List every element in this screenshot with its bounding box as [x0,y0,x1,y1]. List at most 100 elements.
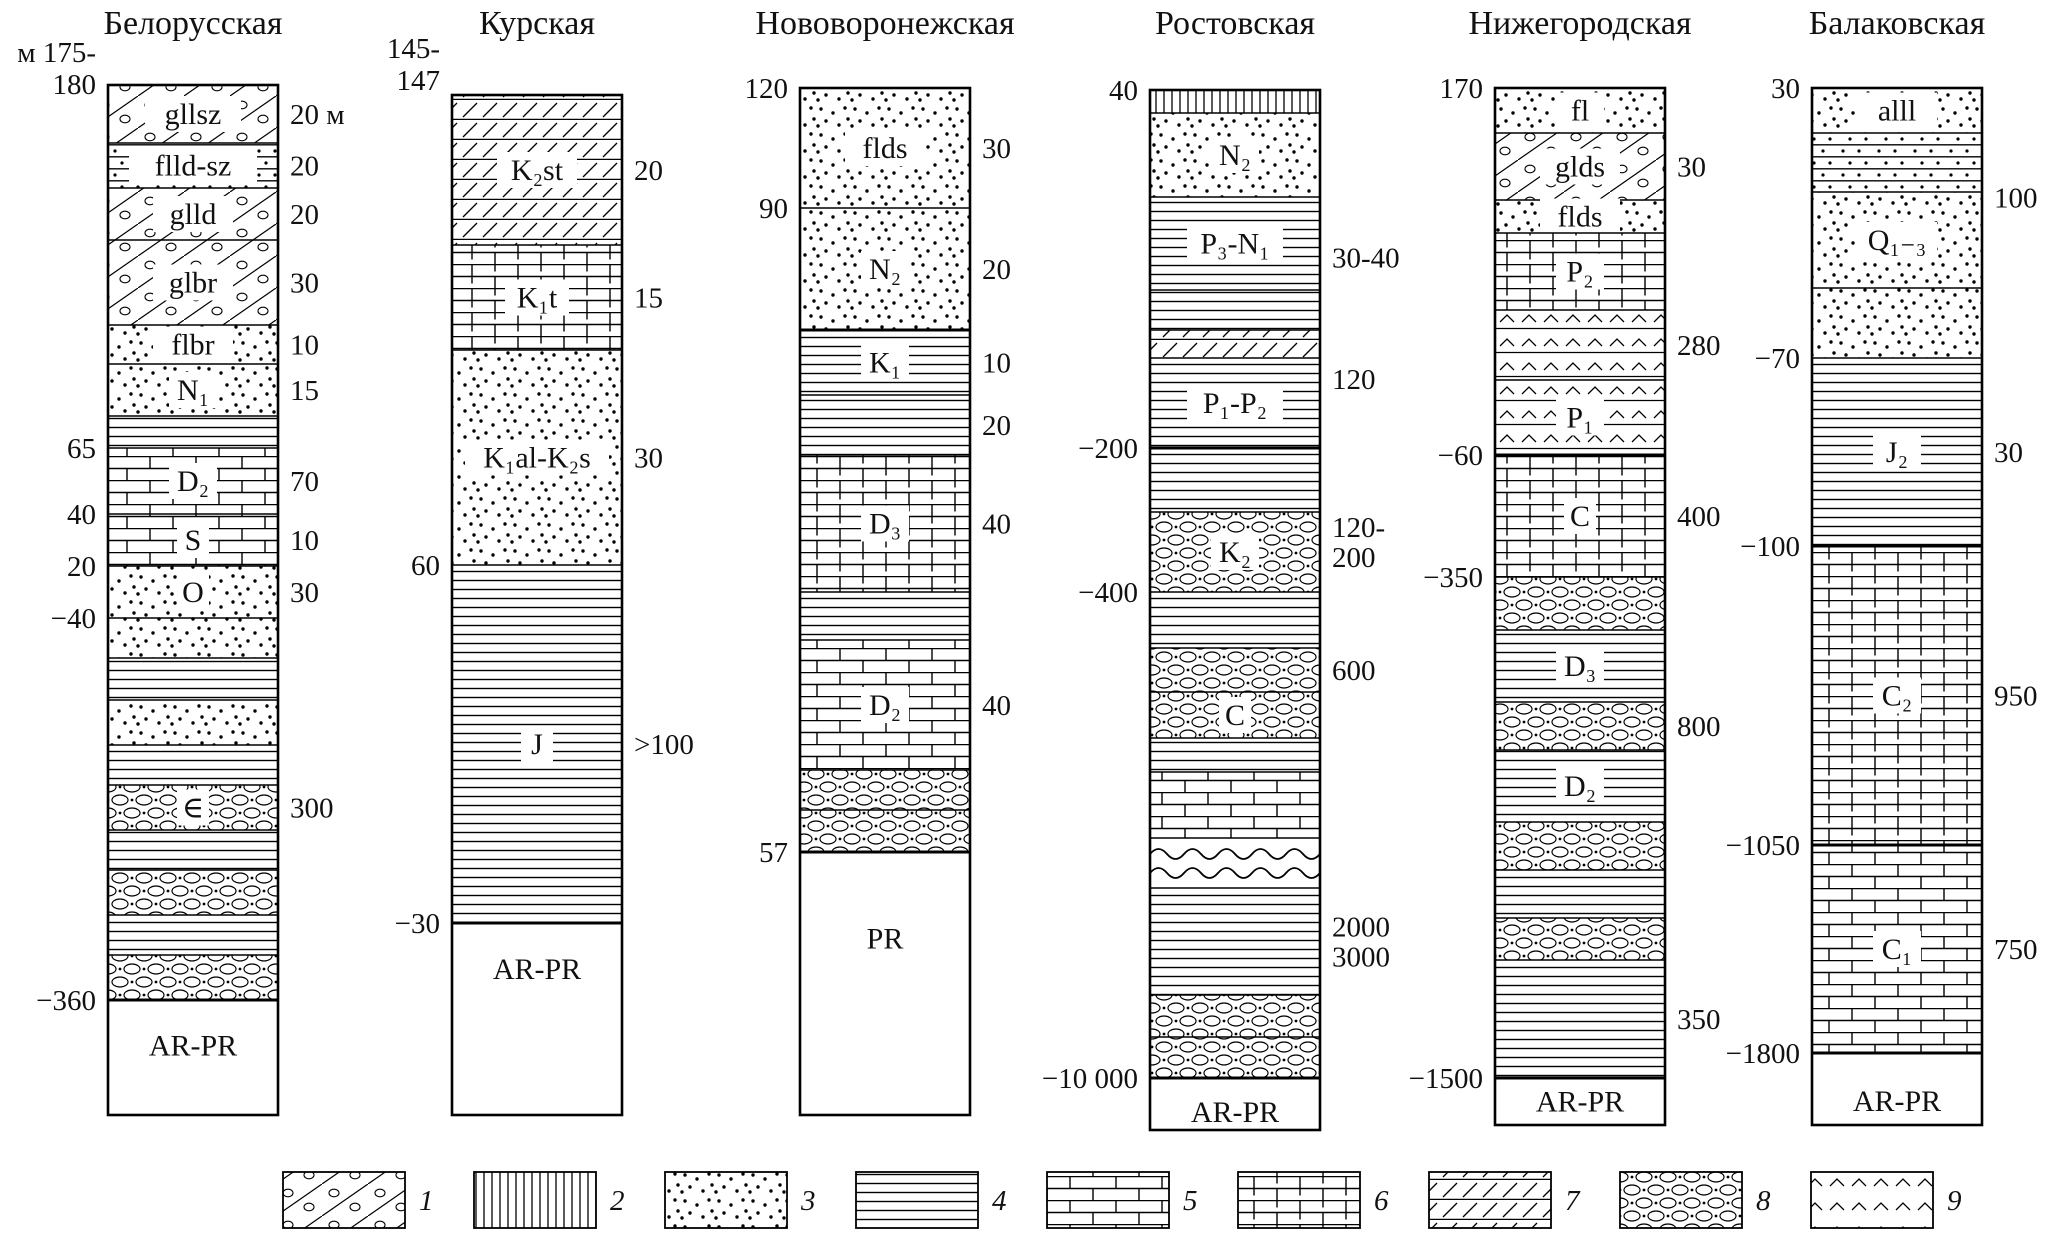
stratum-label: P₂ [1566,256,1593,289]
thickness-label: 350 [1677,1004,1721,1036]
legend-swatch-volcanic [1810,1171,1934,1229]
stratum-label: S [185,524,202,557]
legend-swatch-glacial-loam [282,1171,406,1229]
layer-fill-hlines [108,658,278,700]
label-backing [1564,498,1596,534]
thickness-label: 15 [634,283,663,315]
layer-fill-hlines [1150,888,1320,995]
layer-fill-congl [800,770,970,810]
thickness-label: 40 [982,690,1011,722]
legend-swatch-marl-chalk [1428,1171,1552,1229]
elevation-mark: −360 [36,985,96,1017]
column-title: Балаковская [1809,5,1986,42]
wavy-unconformity-line [1149,867,1321,879]
thickness-label: 15 [290,375,319,407]
layer-fill-congl [1495,702,1665,750]
legend-number: 3 [800,1185,816,1217]
thickness-label: 20 [982,254,1011,286]
legend-swatch-conglomerate [1619,1171,1743,1229]
column-outline [1810,86,1984,1127]
thickness-label: 600 [1332,655,1376,687]
elevation-mark: −60 [1438,440,1483,472]
thickness-label: 30 [290,268,319,300]
layer-fill-dots-lines [1812,133,1982,192]
elevation-mark: −1500 [1409,1063,1483,1095]
elevation-mark: 170 [1440,73,1484,105]
elevation-mark: 40 [1109,75,1138,107]
stratum-label: K₁ [869,347,901,380]
layer-fill-hlines [108,745,278,785]
label-backing [1187,1094,1283,1130]
wavy-unconformity-line [1149,848,1321,860]
thickness-label: 30-40 [1332,243,1400,275]
label-backing [177,574,209,610]
label-backing [153,326,233,363]
layer-fill-congl [1150,1037,1320,1078]
stratum-label: P₁ [1566,402,1593,435]
surface-elevation-label: 147 [397,65,441,97]
layer-fill-congl [1495,822,1665,870]
layer-fill-dots [108,618,278,658]
column-balakovskaya: Балаковская 30 alll 100 Q₁₋₃ −70 J₂ 30 −100 C₂ 950… [1726,5,2038,1127]
label-backing [153,264,233,301]
label-backing [1187,385,1283,421]
label-backing [1211,534,1259,570]
label-backing [1873,677,1921,714]
stratum-label: AR-PR [149,1030,237,1063]
legend-number: 2 [610,1185,625,1217]
thickness-label: 750 [1994,934,2038,966]
stratum-label: glld [170,198,217,231]
thickness-label: 800 [1677,711,1721,743]
label-backing [177,522,209,558]
stratum-label: D₂ [1564,770,1596,803]
label-backing [861,920,909,957]
label-backing [505,279,569,316]
stratum-label: flds [1558,201,1603,234]
stratum-label: D₂ [177,465,209,498]
label-backing [177,789,209,826]
elevation-mark: −1800 [1726,1038,1800,1070]
stratum-label: J₂ [1886,436,1908,469]
elevation-mark: 30 [1771,73,1800,105]
thickness-label: 10 [290,525,319,557]
elevation-mark: −400 [1078,577,1138,609]
legend-number: 1 [419,1185,434,1217]
stratum-label: fl [1571,95,1589,128]
label-backing [1211,137,1259,173]
stratum-label: AR-PR [493,953,581,986]
stratum-label: alll [1878,95,1916,128]
layer-fill-hlines [108,915,278,955]
legend-number: 8 [1756,1185,1771,1217]
legend-number: 7 [1565,1185,1581,1217]
label-backing [861,251,909,287]
stratum-label: N₂ [1219,139,1251,172]
stratum-label: glbr [169,267,217,300]
label-backing [1556,648,1604,684]
layer-fill-dots [108,700,278,745]
elevation-mark: 40 [67,499,96,531]
elevation-mark: −70 [1755,343,1800,375]
thickness-label: 30 [290,577,319,609]
thickness-label: 20 [982,410,1011,442]
legend-number: 4 [992,1185,1007,1217]
label-backing [1556,253,1604,290]
label-backing [169,372,217,408]
stratum-label: gllsz [165,98,222,131]
label-backing [145,96,241,132]
thickness-label: 10 [982,348,1011,380]
layer-fill-brick [1150,772,1320,838]
layer-fill-congl [1150,648,1320,692]
thickness-label: 200 [1332,542,1376,574]
elevation-mark: 90 [759,193,788,225]
label-backing [465,439,609,476]
layer-fill-hlines [800,592,970,640]
stratum-label: P₁-P₂ [1203,387,1267,420]
stratum-label: D₂ [869,689,901,722]
thickness-label: 30 [1994,437,2023,469]
stratum-label: glds [1555,151,1605,184]
thickness-label: 20 м [290,99,345,131]
stratum-label: C₂ [1882,680,1912,713]
label-backing [861,505,909,542]
